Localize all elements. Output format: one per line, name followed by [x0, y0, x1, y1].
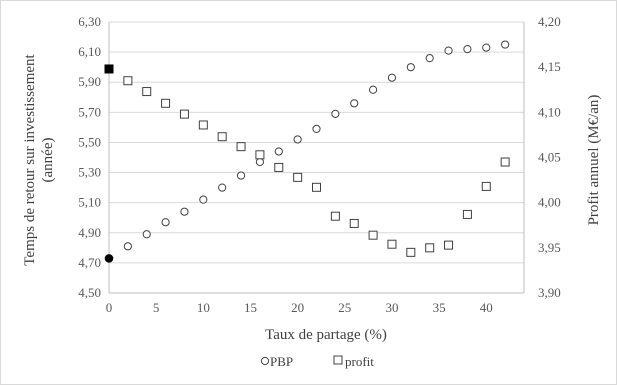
profit-point [179, 109, 189, 119]
profit-point [462, 209, 472, 219]
y-right-tick-label: 4,05 [538, 150, 561, 165]
pbp-point [350, 99, 359, 108]
profit-point [198, 120, 208, 130]
y-left-tick-label: 5,70 [78, 104, 101, 119]
profit-point [387, 239, 397, 249]
profit-point [406, 247, 416, 257]
series-pbp [104, 40, 510, 263]
x-tick-label: 0 [106, 300, 113, 315]
y-right-tick-label: 3,95 [538, 240, 561, 255]
y-left-axis-title-line1: Temps de retour sur investissement [22, 53, 38, 265]
profit-point [236, 142, 246, 152]
pbp-point [236, 171, 246, 180]
legend-marker-profit [333, 355, 343, 365]
pbp-point [123, 242, 132, 251]
pbp-point [199, 195, 208, 204]
pbp-point [274, 147, 283, 156]
y-right-tick-label: 4,00 [538, 195, 561, 210]
legend-label-profit: profit [345, 354, 374, 369]
profit-point [368, 230, 378, 240]
pbp-point [161, 218, 170, 227]
pbp-point [255, 157, 265, 167]
profit-point [425, 243, 435, 253]
profit-point [255, 150, 265, 160]
legend-label-pbp: PBP [270, 354, 293, 369]
pbp-point [293, 135, 302, 144]
pbp-point [406, 63, 415, 72]
pbp-point [501, 40, 510, 49]
profit-point [444, 240, 454, 250]
pbp-point [312, 124, 321, 133]
pbp-point [180, 207, 189, 216]
profit-point-highlight [104, 64, 114, 74]
y-left-tick-label: 5,50 [78, 134, 101, 149]
y-right-tick-label: 4,10 [538, 104, 561, 119]
profit-point [481, 181, 491, 191]
profit-point [312, 182, 321, 192]
y-left-tick-label: 5,30 [78, 165, 101, 180]
pbp-point [142, 230, 151, 239]
pbp-point [331, 109, 340, 118]
y-left-tick-labels: 4,50 4,70 4,90 5,10 5,30 5,50 5,70 5,90 6,10 6,30 [78, 14, 101, 300]
x-tick-label: 30 [385, 300, 398, 315]
legend: PBP profit [260, 354, 374, 369]
profit-point [349, 218, 359, 228]
x-tick-labels: 0 5 10 15 20 25 30 35 40 [106, 300, 493, 315]
profit-point [217, 132, 227, 142]
y-left-tick-label: 4,70 [78, 255, 101, 270]
series-profit [104, 64, 510, 257]
x-axis-title: Taux de partage (%) [265, 327, 387, 343]
y-left-tick-label: 6,30 [78, 14, 101, 29]
profit-point [330, 211, 340, 221]
y-left-tick-label: 6,10 [78, 44, 101, 59]
profit-point [274, 162, 284, 172]
axes [108, 22, 525, 294]
y-left-tick-label: 4,50 [78, 285, 101, 300]
pbp-point [444, 46, 453, 55]
x-tick-label: 15 [244, 300, 257, 315]
x-tick-label: 40 [480, 300, 493, 315]
legend-marker-pbp [260, 356, 270, 366]
x-tick-label: 25 [338, 300, 351, 315]
y-right-tick-label: 4,15 [538, 59, 561, 74]
y-right-tick-label: 4,20 [538, 14, 561, 29]
x-tick-label: 35 [433, 300, 446, 315]
profit-point [161, 98, 171, 108]
pbp-point-highlight [104, 254, 114, 263]
x-tick-label: 20 [291, 300, 304, 315]
y-right-tick-labels: 3,90 3,95 4,00 4,05 4,10 4,15 4,20 [538, 14, 561, 300]
y-left-axis-title-line2: (année) [40, 138, 56, 183]
y-right-tick-label: 3,90 [538, 285, 561, 300]
x-tick-label: 10 [197, 300, 210, 315]
y-right-axis-title: Profit annuel (M€/an) [586, 95, 602, 226]
profit-point [293, 172, 303, 182]
y-left-tick-label: 5,10 [78, 195, 101, 210]
pbp-point [387, 73, 397, 82]
profit-point [142, 87, 152, 97]
profit-point [123, 76, 133, 86]
pbp-point [425, 54, 434, 63]
pbp-point [368, 85, 378, 94]
y-left-tick-label: 4,90 [78, 225, 101, 240]
profit-point [500, 157, 510, 167]
pbp-point [218, 183, 227, 192]
pbp-point [482, 43, 491, 52]
pbp-point [463, 45, 472, 54]
gridlines [109, 21, 524, 264]
x-tick-label: 5 [153, 300, 160, 315]
y-left-tick-label: 5,90 [78, 74, 101, 89]
